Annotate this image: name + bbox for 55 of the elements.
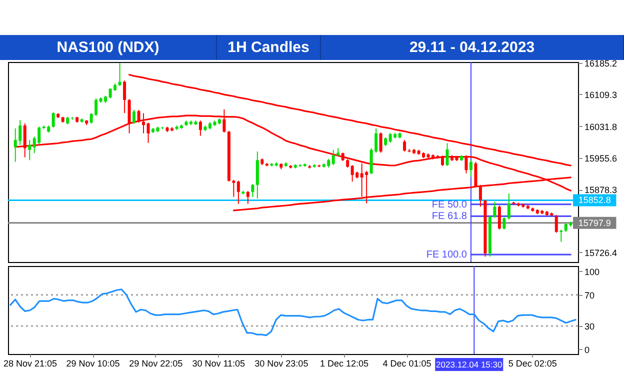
candlestick [403,139,406,152]
candlestick [132,109,136,124]
ref-line-label: 15852.8 [578,195,611,206]
y-tick-label: 16031.8 [584,122,618,132]
candlestick [507,193,510,220]
candlestick [251,184,254,198]
candlestick [236,180,240,204]
candlestick [23,122,26,158]
y-tick-label: 15955.6 [584,153,618,164]
candlestick [118,62,122,86]
text: 29.11 - 04.12.2023 [321,35,624,60]
candlestick [332,149,335,166]
x-tick-label: 30 Nov 11:05 [192,358,246,368]
series-label: FE 50.0 [432,199,468,210]
candlestick [498,205,501,230]
candlestick [469,160,472,178]
candlestick [446,142,449,166]
y-tick-label: 30 [584,321,595,332]
candlestick [379,132,382,154]
y-tick-label: 16109.3 [584,90,618,100]
y-tick-label: 15878.3 [584,185,618,196]
candlestick [198,120,202,136]
x-tick-label: 5 Dec 02:05 [508,358,557,368]
y-tick-label: 0 [584,344,590,355]
line-series [128,74,572,166]
candlestick [560,229,563,242]
candlestick [28,139,32,161]
x-tick-label: 29 Nov 10:05 [66,358,120,368]
chart-title: NAS100 (NDX) [0,35,217,60]
candlestick [478,184,482,208]
candlestick [52,112,55,128]
candlestick [146,122,150,144]
x-tick-label: 28 Nov 21:05 [3,358,58,368]
ref-line-label: 15797.9 [578,218,611,228]
x-tick-label: 30 Nov 23:05 [254,358,308,368]
y-tick-label: 16185.2 [584,58,618,69]
candlestick [502,216,506,230]
series-label: FE 100.0 [426,250,468,261]
series-label: FE 61.8 [432,211,468,222]
candlestick [123,80,126,114]
y-tick-label: 70 [584,290,595,300]
x-tick-label: 4 Dec 01:05 [382,358,432,368]
text: 2023.12.04 15:30 [436,360,502,370]
y-tick-label: 100 [584,266,600,277]
candlestick [493,201,496,218]
chart-subtitle: 1H Candles [217,35,321,60]
candlestick [232,179,236,198]
x-tick-label: 29 Nov 22:05 [129,358,183,368]
y-tick-label: 15726.4 [584,248,618,258]
candlestick [554,214,558,234]
candlestick [464,154,468,174]
x-tick-label: 1 Dec 12:05 [320,358,368,368]
candlestick [440,155,444,166]
line-series [10,288,576,336]
candlestick [246,190,250,204]
